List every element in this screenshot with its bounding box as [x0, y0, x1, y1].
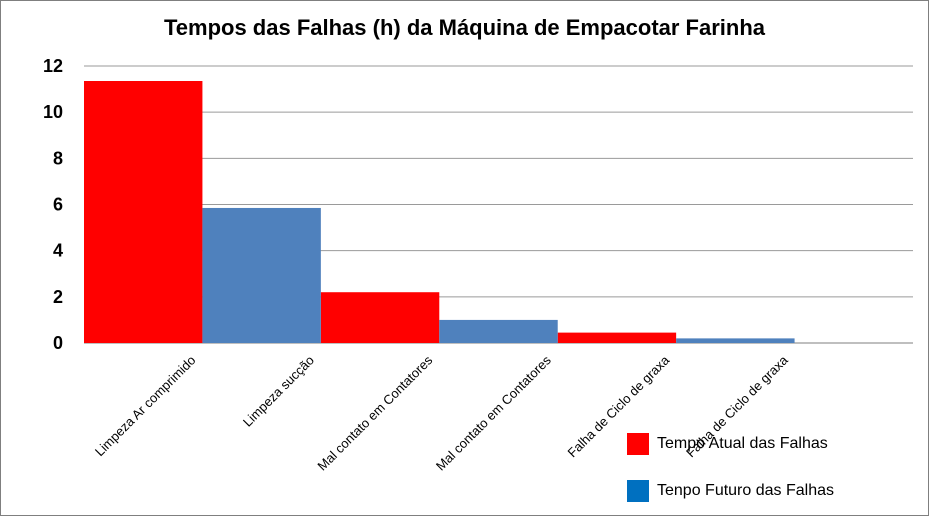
x-tick-label: Mal contato em Contatores [314, 352, 435, 473]
legend-item-futuro: Tenpo Futuro das Falhas [627, 478, 834, 503]
legend-label-futuro: Tenpo Futuro das Falhas [657, 481, 834, 499]
y-tick-label: 6 [53, 195, 63, 215]
legend-swatch-atual [627, 432, 649, 455]
y-tick-label: 12 [43, 56, 63, 76]
y-tick-label: 8 [53, 148, 63, 168]
x-tick-label: Mal contato em Contatores [433, 352, 554, 473]
bar [202, 207, 321, 343]
bar [676, 338, 795, 343]
bar [557, 332, 677, 343]
legend-item-atual: Tempo Atual das Falhas [627, 431, 834, 456]
y-tick-label: 2 [53, 287, 63, 307]
y-tick-label: 0 [53, 333, 63, 353]
legend-swatch-futuro [627, 479, 649, 502]
bar [320, 292, 440, 343]
legend-label-atual: Tempo Atual das Falhas [657, 434, 828, 452]
legend: Tempo Atual das Falhas Tenpo Futuro das … [627, 431, 834, 525]
bar [439, 319, 558, 343]
bar-chart: 0 2 4 6 8 10 12 Limpeza Ar comprimido Limpeza su… [43, 56, 913, 473]
chart-title: Tempos das Falhas (h) da Máquina de Empa… [163, 15, 766, 40]
x-tick-label: Limpeza Ar comprimido [92, 353, 199, 460]
x-tick-label: Limpeza sucção [240, 353, 317, 430]
y-tick-label: 10 [43, 102, 63, 122]
y-tick-label: 4 [53, 241, 63, 261]
bar [84, 81, 203, 344]
